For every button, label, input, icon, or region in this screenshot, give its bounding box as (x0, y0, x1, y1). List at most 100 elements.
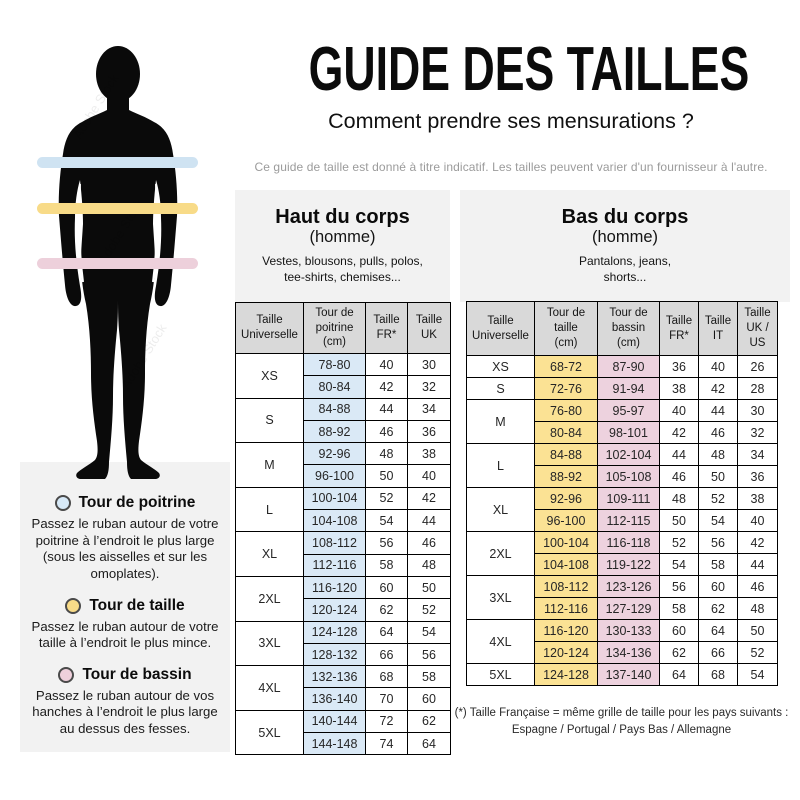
value-cell: 44 (365, 397, 408, 421)
column-header: Tour de taille (cm) (534, 301, 598, 356)
value-cell: 105-108 (597, 465, 660, 488)
value-cell: 70 (365, 687, 408, 711)
value-cell: 112-116 (534, 597, 598, 620)
value-cell: 64 (365, 620, 408, 644)
value-cell: 124-128 (303, 620, 366, 644)
value-cell: 116-118 (597, 531, 660, 554)
table-row: XL 92-96 109-111 48 52 38 (466, 487, 778, 532)
value-cell: 32 (737, 421, 778, 444)
silhouette-svg: Adobe Stock Adobe Stock Adobe Stock (37, 46, 198, 479)
value-cell: 54 (659, 553, 699, 576)
value-cell: 132-136 (303, 665, 366, 689)
table-row: 2XL 100-104 116-118 52 56 42 (466, 531, 778, 576)
value-cell: 44 (737, 553, 778, 576)
value-cell: 112-116 (303, 553, 366, 577)
value-cell: 104-108 (534, 553, 598, 576)
disclaimer-text: Ce guide de taille est donné à titre ind… (254, 160, 768, 175)
table-row: 136-140 70 60 (236, 687, 451, 711)
value-cell: 56 (659, 575, 699, 598)
value-cell: 62 (365, 598, 408, 622)
value-cell: 46 (737, 575, 778, 598)
legend-item-poitrine: Tour de poitrine Passez le ruban autour … (25, 494, 225, 583)
value-cell: 30 (737, 399, 778, 422)
table-row: M 76-80 95-97 40 44 30 (466, 399, 778, 444)
value-cell: 36 (407, 419, 451, 444)
legend-description: Passez le ruban autour de votre taille à… (31, 618, 219, 651)
value-cell: 120-124 (303, 598, 366, 622)
panel-subtitle: (homme) (309, 228, 376, 246)
value-cell: 32 (407, 375, 451, 399)
table-row: 120-124 62 52 (236, 598, 451, 622)
size-cell: 4XL (235, 665, 304, 711)
value-cell: 64 (659, 663, 699, 686)
page-subtitle: Comment prendre ses mensurations ? (328, 109, 694, 134)
value-cell: 74 (365, 732, 408, 756)
waist-measure-band (37, 203, 198, 214)
value-cell: 42 (737, 531, 778, 554)
column-header: Taille Universelle (235, 302, 304, 354)
table-row: 104-108 54 44 (236, 509, 451, 533)
table-row: 4XL 132-136 68 58 (235, 665, 451, 711)
size-cell: 4XL (466, 619, 535, 664)
table-row: M 92-96 48 38 (235, 442, 451, 488)
value-cell: 60 (659, 619, 699, 642)
value-cell: 40 (698, 355, 738, 378)
value-cell: 108-112 (303, 531, 366, 555)
panel-title: Bas du corps (561, 206, 689, 228)
value-cell: 100-104 (303, 486, 366, 511)
value-cell: 66 (698, 641, 738, 664)
value-cell: 123-126 (597, 575, 660, 598)
footnote: (*) Taille Française = même grille de ta… (450, 705, 793, 740)
value-cell: 44 (698, 399, 738, 422)
value-cell: 46 (365, 419, 408, 444)
value-cell: 54 (737, 663, 778, 686)
value-cell: 46 (659, 465, 699, 488)
value-cell: 144-148 (303, 732, 366, 756)
size-cell: L (466, 443, 535, 488)
value-cell: 60 (365, 575, 408, 600)
value-cell: 68 (365, 665, 408, 689)
value-cell: 54 (698, 509, 738, 532)
value-cell: 42 (659, 421, 699, 444)
panel-description: Vestes, blousons, pulls, polos, tee-shir… (262, 253, 423, 284)
size-cell: S (235, 397, 304, 444)
size-cell: XS (466, 355, 535, 378)
value-cell: 38 (737, 487, 778, 510)
footnote-line-1: (*) Taille Française = même grille de ta… (454, 707, 789, 719)
value-cell: 40 (659, 399, 699, 422)
table-row: 3XL 108-112 123-126 56 60 46 (466, 575, 778, 620)
value-cell: 54 (365, 509, 408, 533)
value-cell: 108-112 (534, 575, 598, 598)
table-row: L 100-104 52 42 (235, 486, 451, 533)
size-cell: XL (235, 531, 304, 577)
value-cell: 62 (659, 641, 699, 664)
size-cell: M (466, 399, 535, 444)
size-cell: XS (235, 353, 304, 399)
value-cell: 136-140 (303, 687, 366, 711)
value-cell: 50 (698, 465, 738, 488)
value-cell: 127-129 (597, 597, 660, 620)
value-cell: 30 (407, 352, 451, 377)
table-row: 3XL 124-128 64 54 (235, 620, 451, 667)
value-cell: 46 (698, 421, 738, 444)
value-cell: 116-120 (303, 575, 366, 600)
value-cell: 78-80 (303, 352, 366, 377)
table-row: XL 108-112 56 46 (235, 531, 451, 577)
value-cell: 54 (407, 620, 451, 644)
column-header: Taille IT (698, 301, 738, 356)
waist-color-dot-icon (65, 597, 82, 614)
table-row: 144-148 74 64 (236, 732, 451, 756)
column-header: Tour de bassin (cm) (597, 301, 660, 356)
value-cell: 116-120 (534, 619, 598, 642)
value-cell: 76-80 (534, 399, 598, 422)
value-cell: 40 (737, 509, 778, 532)
measurement-legend: Tour de poitrine Passez le ruban autour … (20, 462, 230, 752)
value-cell: 60 (698, 575, 738, 598)
table-row: XS 68-72 87-90 36 40 26 (466, 355, 778, 378)
value-cell: 72-76 (534, 377, 598, 400)
value-cell: 48 (659, 487, 699, 510)
value-cell: 92-96 (534, 487, 598, 510)
table-row: 80-84 98-101 42 46 32 (467, 421, 778, 444)
page-title: GUIDE DES TAILLES (308, 35, 750, 104)
